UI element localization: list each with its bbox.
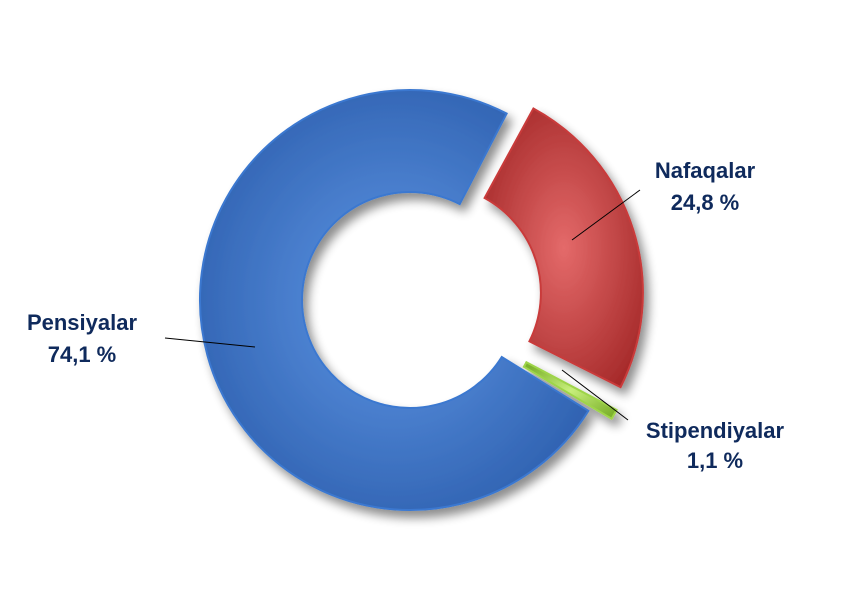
leader-line-stipendiyalar	[561, 369, 629, 421]
slice-label-stipendiyalar: Stipendiyalar	[646, 418, 785, 443]
slices-group	[199, 89, 644, 511]
slice-value-stipendiyalar: 1,1 %	[687, 448, 743, 473]
slice-pensiyalar	[199, 89, 590, 511]
slice-value-nafaqalar: 24,8 %	[671, 190, 740, 215]
slice-nafaqalar	[483, 107, 644, 389]
slice-label-nafaqalar: Nafaqalar	[655, 158, 756, 183]
leader-line-pensiyalar	[164, 337, 256, 348]
slice-label-pensiyalar: Pensiyalar	[27, 310, 138, 335]
leader-lines	[164, 189, 641, 421]
leader-line-nafaqalar	[571, 189, 641, 241]
slice-stipendiyalar	[522, 360, 618, 421]
slice-value-pensiyalar: 74,1 %	[48, 342, 117, 367]
slice-labels: Nafaqalar 24,8 % Stipendiyalar 1,1 % Pensiya…	[27, 158, 785, 473]
